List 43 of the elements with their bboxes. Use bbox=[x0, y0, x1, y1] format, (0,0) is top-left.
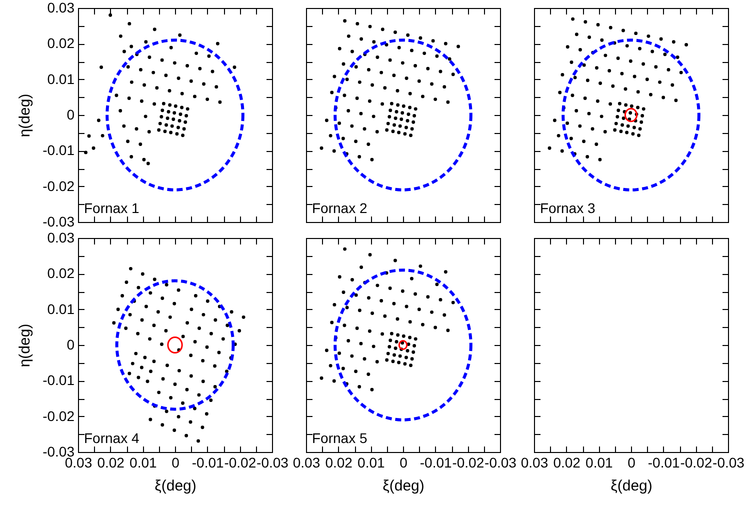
y-tick-label: -0.01 bbox=[42, 372, 75, 388]
x-tick-label: 0.01 bbox=[130, 454, 158, 470]
x-tick-label: 0.02 bbox=[325, 454, 353, 470]
y-tick-label: 0 bbox=[66, 106, 75, 122]
x-tick-label: -0.03 bbox=[256, 454, 289, 470]
y-tick-label: 0.02 bbox=[47, 265, 75, 282]
x-tick-label: -0.01 bbox=[420, 454, 452, 470]
y-tick-label: 0 bbox=[66, 336, 75, 352]
x-tick-label: 0 bbox=[172, 454, 180, 470]
y-tick-label: -0.02 bbox=[42, 178, 75, 194]
y-tick-label: -0.03 bbox=[42, 214, 75, 230]
x-tick-label: 0.03 bbox=[292, 454, 320, 470]
annotation: Fornax 4 bbox=[84, 430, 140, 446]
x-axis-title: ξ(deg) bbox=[382, 478, 424, 494]
x-tick-label: -0.02 bbox=[452, 454, 484, 470]
y-tick-label: 0.01 bbox=[47, 70, 75, 87]
y-tick-label: 0.02 bbox=[47, 35, 75, 52]
x-tick-label: -0.01 bbox=[192, 454, 224, 470]
x-tick-label: -0.03 bbox=[712, 454, 745, 470]
y-tick-label: 0.03 bbox=[47, 0, 75, 16]
y-axis-title: η(deg) bbox=[16, 324, 34, 368]
y-tick-label: 0.01 bbox=[47, 300, 75, 317]
x-tick-label: 0.02 bbox=[97, 454, 125, 470]
y-tick-label: -0.02 bbox=[42, 408, 75, 424]
y-tick-label: 0.03 bbox=[47, 230, 75, 246]
y-axis-title: η(deg) bbox=[16, 94, 34, 138]
x-tick-label: 0 bbox=[400, 454, 408, 470]
y-tick-label: -0.01 bbox=[42, 142, 75, 158]
annotation: Fornax 2 bbox=[312, 200, 368, 216]
x-tick-label: -0.02 bbox=[680, 454, 712, 470]
annotation: Fornax 1 bbox=[84, 200, 140, 216]
x-tick-label: 0.01 bbox=[358, 454, 386, 470]
x-tick-label: -0.02 bbox=[224, 454, 256, 470]
x-tick-label: 0 bbox=[628, 454, 636, 470]
x-axis-title: ξ(deg) bbox=[610, 478, 652, 494]
x-tick-label: 0.01 bbox=[586, 454, 614, 470]
annotation: Fornax 5 bbox=[312, 430, 368, 446]
x-tick-label: -0.01 bbox=[648, 454, 680, 470]
x-tick-label: -0.03 bbox=[484, 454, 517, 470]
x-tick-label: 0.02 bbox=[553, 454, 581, 470]
x-axis-title: ξ(deg) bbox=[154, 478, 196, 494]
x-tick-label: 0.03 bbox=[520, 454, 548, 470]
annotation: Fornax 3 bbox=[540, 200, 596, 216]
